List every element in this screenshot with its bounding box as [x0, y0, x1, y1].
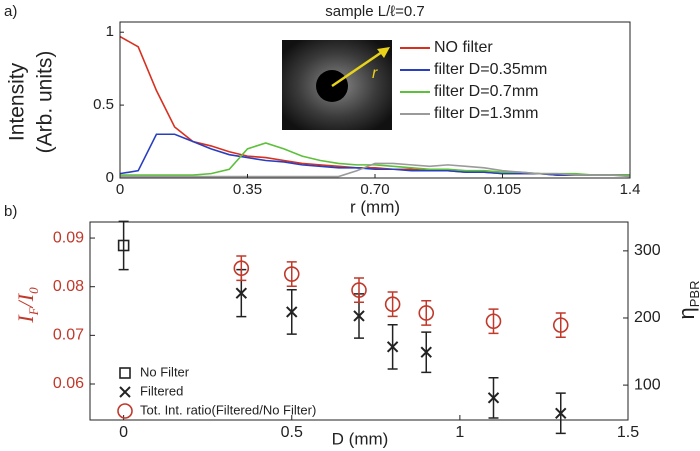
x-tick-label: 1	[455, 424, 464, 441]
inset-arrowhead	[377, 47, 390, 58]
y-tick-label: 1	[106, 23, 114, 40]
data-line	[119, 133, 630, 176]
y-tick-label: 0.5	[93, 96, 114, 113]
x-tick-label: 0	[116, 181, 124, 198]
x-axis-label: r (mm)	[350, 197, 400, 216]
legend-label: Tot. Int. ratio(Filtered/No Filter)	[140, 402, 316, 417]
x-tick-label: 0.105	[484, 181, 522, 198]
legend-label: filter D=0.7mm	[434, 83, 538, 100]
data-line	[120, 162, 631, 178]
data-line	[120, 142, 630, 176]
marker-circle	[384, 296, 401, 313]
plot-frame	[89, 221, 629, 421]
y2-tick-label: 100	[634, 376, 661, 393]
legend-label: Filtered	[140, 383, 183, 398]
marker-circle	[233, 260, 250, 277]
x-tick-label: 0.35	[233, 181, 262, 198]
y-axis-label-part: F	[26, 306, 41, 316]
error-bar	[354, 277, 364, 304]
error-bar	[387, 291, 398, 318]
y-axis-label-part: I	[13, 314, 38, 324]
y-tick-label: 0.08	[53, 278, 84, 295]
marker-square	[119, 367, 131, 379]
y-axis-label: Intensity	[6, 62, 29, 141]
y-tick-label: 0	[106, 169, 114, 186]
error-bar	[555, 312, 566, 339]
y-axis-label-part: /I	[13, 292, 38, 309]
y-tick-label: 0.09	[53, 229, 84, 246]
marker-x	[353, 310, 365, 322]
marker-x	[235, 287, 248, 299]
y2-axis-label-part: PBR	[687, 281, 700, 308]
marker-x	[119, 386, 131, 398]
y2-axis-label: ηPBR	[674, 281, 700, 320]
marker-circle	[552, 317, 569, 333]
y-axis-label-part: 0	[26, 287, 41, 294]
error-bar	[421, 300, 432, 326]
x-tick-label: 0.70	[360, 181, 389, 198]
marker-x	[386, 341, 399, 353]
inset-label: r	[372, 65, 378, 82]
inset-arrow	[331, 48, 386, 88]
legend-label: filter D=1.3mm	[434, 105, 538, 122]
x-axis-label: D (mm)	[332, 429, 389, 448]
error-bar	[488, 308, 499, 335]
legend-label: No Filter	[140, 364, 190, 379]
marker-circle	[117, 403, 133, 419]
x-tick-label: 1.4	[620, 181, 641, 198]
y-axis-label: IF/I0	[13, 287, 41, 324]
y-tick-label: 0.06	[53, 375, 84, 392]
y-tick-label: 0.07	[53, 327, 84, 344]
marker-x	[420, 346, 432, 358]
y2-tick-label: 300	[634, 242, 661, 259]
marker-circle	[351, 282, 367, 298]
x-tick-label: 0.5	[281, 424, 303, 441]
error-bar	[236, 255, 247, 282]
y2-axis-label-part: η	[674, 307, 699, 319]
marker-circle	[283, 266, 300, 282]
marker-x	[487, 392, 500, 404]
y-axis-label: (Arb. units)	[34, 51, 57, 154]
error-bar	[286, 261, 297, 287]
y2-tick-label: 200	[634, 309, 661, 326]
chart-title: sample L/ℓ=0.7	[325, 3, 425, 20]
x-tick-label: 1.5	[617, 424, 639, 441]
panel-label: b)	[4, 203, 17, 220]
marker-square	[117, 239, 130, 252]
legend-label: filter D=0.35mm	[434, 61, 547, 78]
x-tick-label: 0	[119, 424, 128, 441]
inset-image: r	[282, 40, 392, 130]
marker-x	[286, 306, 298, 318]
legend-label: NO filter	[434, 39, 493, 56]
marker-x	[555, 407, 567, 419]
error-bar	[118, 220, 129, 271]
panel-label: a)	[4, 3, 17, 20]
marker-circle	[485, 313, 502, 330]
marker-circle	[418, 305, 435, 321]
